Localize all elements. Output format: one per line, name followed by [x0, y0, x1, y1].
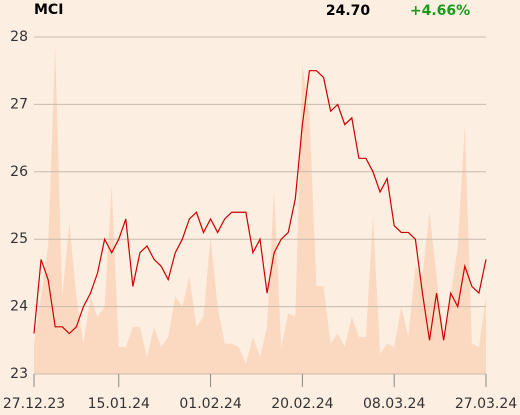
chart-title: MCI — [34, 2, 63, 18]
x-tick-label: 08.03.24 — [363, 396, 425, 412]
x-tick-label: 01.02.24 — [179, 396, 241, 412]
y-tick-label: 24 — [10, 299, 28, 315]
y-tick-label: 26 — [10, 164, 28, 180]
change: +4.66% — [410, 3, 470, 19]
x-tick-label: 15.01.24 — [88, 396, 150, 412]
y-tick-label: 25 — [10, 231, 28, 247]
x-tick-label: 27.12.23 — [3, 396, 65, 412]
price: 24.70 — [326, 3, 371, 19]
y-tick-label: 27 — [10, 96, 28, 112]
price-line — [33, 70, 487, 341]
x-tick-label: 27.03.24 — [455, 396, 517, 412]
y-tick-label: 28 — [10, 29, 28, 45]
y-tick-label: 23 — [10, 366, 28, 382]
volume-area — [34, 47, 486, 375]
x-tick-label: 20.02.24 — [271, 396, 333, 412]
